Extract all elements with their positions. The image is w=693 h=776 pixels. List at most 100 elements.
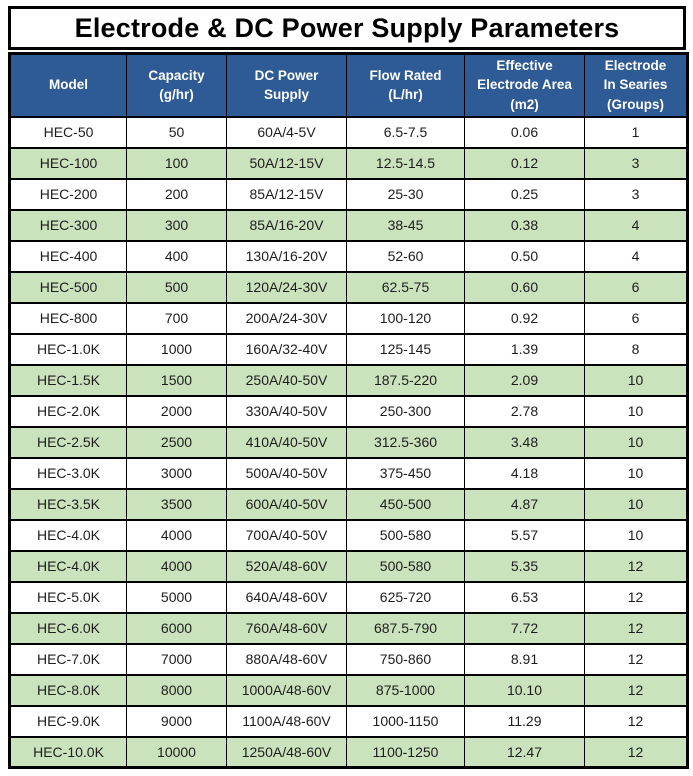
cell-dc-power-supply: 85A/12-15V	[226, 177, 347, 211]
cell-model: HEC-50	[9, 115, 127, 149]
cell-capacity: 6000	[126, 611, 227, 645]
table-row: HEC-50 50 60A/4-5V 6.5-7.5 0.06 1	[9, 115, 688, 149]
cell-capacity: 5000	[126, 580, 227, 614]
cell-dc-power-supply: 85A/16-20V	[226, 208, 347, 242]
cell-electrode-in-searies: 3	[584, 177, 688, 211]
table-row: HEC-1.0K 1000 160A/32-40V 125-145 1.39 8	[9, 332, 688, 366]
table-row: HEC-100 100 50A/12-15V 12.5-14.5 0.12 3	[9, 146, 688, 180]
table-row: HEC-3.5K 3500 600A/40-50V 450-500 4.87 10	[9, 487, 688, 521]
cell-capacity: 1000	[126, 332, 227, 366]
cell-dc-power-supply: 130A/16-20V	[226, 239, 347, 273]
cell-effective-electrode-area: 0.06	[464, 115, 585, 149]
cell-model: HEC-6.0K	[9, 611, 127, 645]
cell-model: HEC-200	[9, 177, 127, 211]
cell-model: HEC-800	[9, 301, 127, 335]
column-header-effective-electrode-area: Effective Electrode Area (m2)	[464, 53, 585, 118]
table-row: HEC-2.5K 2500 410A/40-50V 312.5-360 3.48 10	[9, 425, 688, 459]
cell-capacity: 2500	[126, 425, 227, 459]
table-row: HEC-9.0K 9000 1100A/48-60V 1000-1150 11.29 12	[9, 704, 688, 738]
cell-dc-power-supply: 760A/48-60V	[226, 611, 347, 645]
cell-capacity: 400	[126, 239, 227, 273]
cell-capacity: 10000	[126, 735, 227, 769]
cell-electrode-in-searies: 12	[584, 735, 688, 769]
table-row: HEC-800 700 200A/24-30V 100-120 0.92 6	[9, 301, 688, 335]
table-row: HEC-4.0K 4000 700A/40-50V 500-580 5.57 10	[9, 518, 688, 552]
cell-dc-power-supply: 1250A/48-60V	[226, 735, 347, 769]
cell-model: HEC-10.0K	[9, 735, 127, 769]
cell-flow-rated: 62.5-75	[346, 270, 465, 304]
cell-capacity: 500	[126, 270, 227, 304]
cell-capacity: 700	[126, 301, 227, 335]
cell-model: HEC-3.5K	[9, 487, 127, 521]
cell-model: HEC-7.0K	[9, 642, 127, 676]
cell-dc-power-supply: 1000A/48-60V	[226, 673, 347, 707]
cell-capacity: 200	[126, 177, 227, 211]
column-header-model: Model	[9, 53, 127, 118]
cell-effective-electrode-area: 8.91	[464, 642, 585, 676]
cell-capacity: 7000	[126, 642, 227, 676]
cell-dc-power-supply: 160A/32-40V	[226, 332, 347, 366]
cell-effective-electrode-area: 0.60	[464, 270, 585, 304]
cell-effective-electrode-area: 10.10	[464, 673, 585, 707]
title-box: Electrode & DC Power Supply Parameters	[8, 6, 686, 50]
table-row: HEC-10.0K 10000 1250A/48-60V 1100-1250 12.47…	[9, 735, 688, 769]
cell-model: HEC-300	[9, 208, 127, 242]
cell-flow-rated: 38-45	[346, 208, 465, 242]
cell-capacity: 3500	[126, 487, 227, 521]
cell-flow-rated: 312.5-360	[346, 425, 465, 459]
cell-electrode-in-searies: 4	[584, 208, 688, 242]
cell-flow-rated: 6.5-7.5	[346, 115, 465, 149]
table-row: HEC-1.5K 1500 250A/40-50V 187.5-220 2.09 10	[9, 363, 688, 397]
cell-effective-electrode-area: 11.29	[464, 704, 585, 738]
cell-effective-electrode-area: 1.39	[464, 332, 585, 366]
cell-electrode-in-searies: 3	[584, 146, 688, 180]
cell-model: HEC-1.5K	[9, 363, 127, 397]
table-row: HEC-7.0K 7000 880A/48-60V 750-860 8.91 12	[9, 642, 688, 676]
cell-electrode-in-searies: 12	[584, 704, 688, 738]
cell-flow-rated: 25-30	[346, 177, 465, 211]
cell-dc-power-supply: 600A/40-50V	[226, 487, 347, 521]
cell-electrode-in-searies: 10	[584, 363, 688, 397]
table-row: HEC-300 300 85A/16-20V 38-45 0.38 4	[9, 208, 688, 242]
cell-dc-power-supply: 120A/24-30V	[226, 270, 347, 304]
table-row: HEC-3.0K 3000 500A/40-50V 375-450 4.18 10	[9, 456, 688, 490]
cell-capacity: 4000	[126, 549, 227, 583]
cell-effective-electrode-area: 0.12	[464, 146, 585, 180]
table-body: HEC-50 50 60A/4-5V 6.5-7.5 0.06 1 HEC-100 100 50…	[9, 115, 688, 769]
cell-dc-power-supply: 640A/48-60V	[226, 580, 347, 614]
cell-effective-electrode-area: 0.25	[464, 177, 585, 211]
cell-flow-rated: 375-450	[346, 456, 465, 490]
cell-model: HEC-4.0K	[9, 518, 127, 552]
cell-flow-rated: 875-1000	[346, 673, 465, 707]
cell-effective-electrode-area: 7.72	[464, 611, 585, 645]
cell-effective-electrode-area: 0.92	[464, 301, 585, 335]
cell-dc-power-supply: 410A/40-50V	[226, 425, 347, 459]
cell-dc-power-supply: 50A/12-15V	[226, 146, 347, 180]
cell-flow-rated: 1100-1250	[346, 735, 465, 769]
cell-capacity: 100	[126, 146, 227, 180]
cell-model: HEC-5.0K	[9, 580, 127, 614]
cell-flow-rated: 187.5-220	[346, 363, 465, 397]
cell-electrode-in-searies: 12	[584, 580, 688, 614]
cell-model: HEC-8.0K	[9, 673, 127, 707]
cell-flow-rated: 1000-1150	[346, 704, 465, 738]
cell-electrode-in-searies: 1	[584, 115, 688, 149]
cell-flow-rated: 100-120	[346, 301, 465, 335]
cell-dc-power-supply: 250A/40-50V	[226, 363, 347, 397]
cell-effective-electrode-area: 6.53	[464, 580, 585, 614]
cell-flow-rated: 500-580	[346, 549, 465, 583]
cell-capacity: 9000	[126, 704, 227, 738]
cell-flow-rated: 625-720	[346, 580, 465, 614]
cell-dc-power-supply: 520A/48-60V	[226, 549, 347, 583]
parameters-table: Model Capacity (g/hr) DC Power Supply Flow …	[8, 52, 689, 769]
cell-electrode-in-searies: 10	[584, 425, 688, 459]
cell-dc-power-supply: 880A/48-60V	[226, 642, 347, 676]
column-header-flow-rated: Flow Rated (L/hr)	[346, 53, 465, 118]
column-header-dc-power-supply: DC Power Supply	[226, 53, 347, 118]
cell-effective-electrode-area: 5.35	[464, 549, 585, 583]
cell-electrode-in-searies: 4	[584, 239, 688, 273]
cell-dc-power-supply: 700A/40-50V	[226, 518, 347, 552]
header-row: Model Capacity (g/hr) DC Power Supply Flow …	[9, 53, 688, 118]
cell-effective-electrode-area: 2.09	[464, 363, 585, 397]
